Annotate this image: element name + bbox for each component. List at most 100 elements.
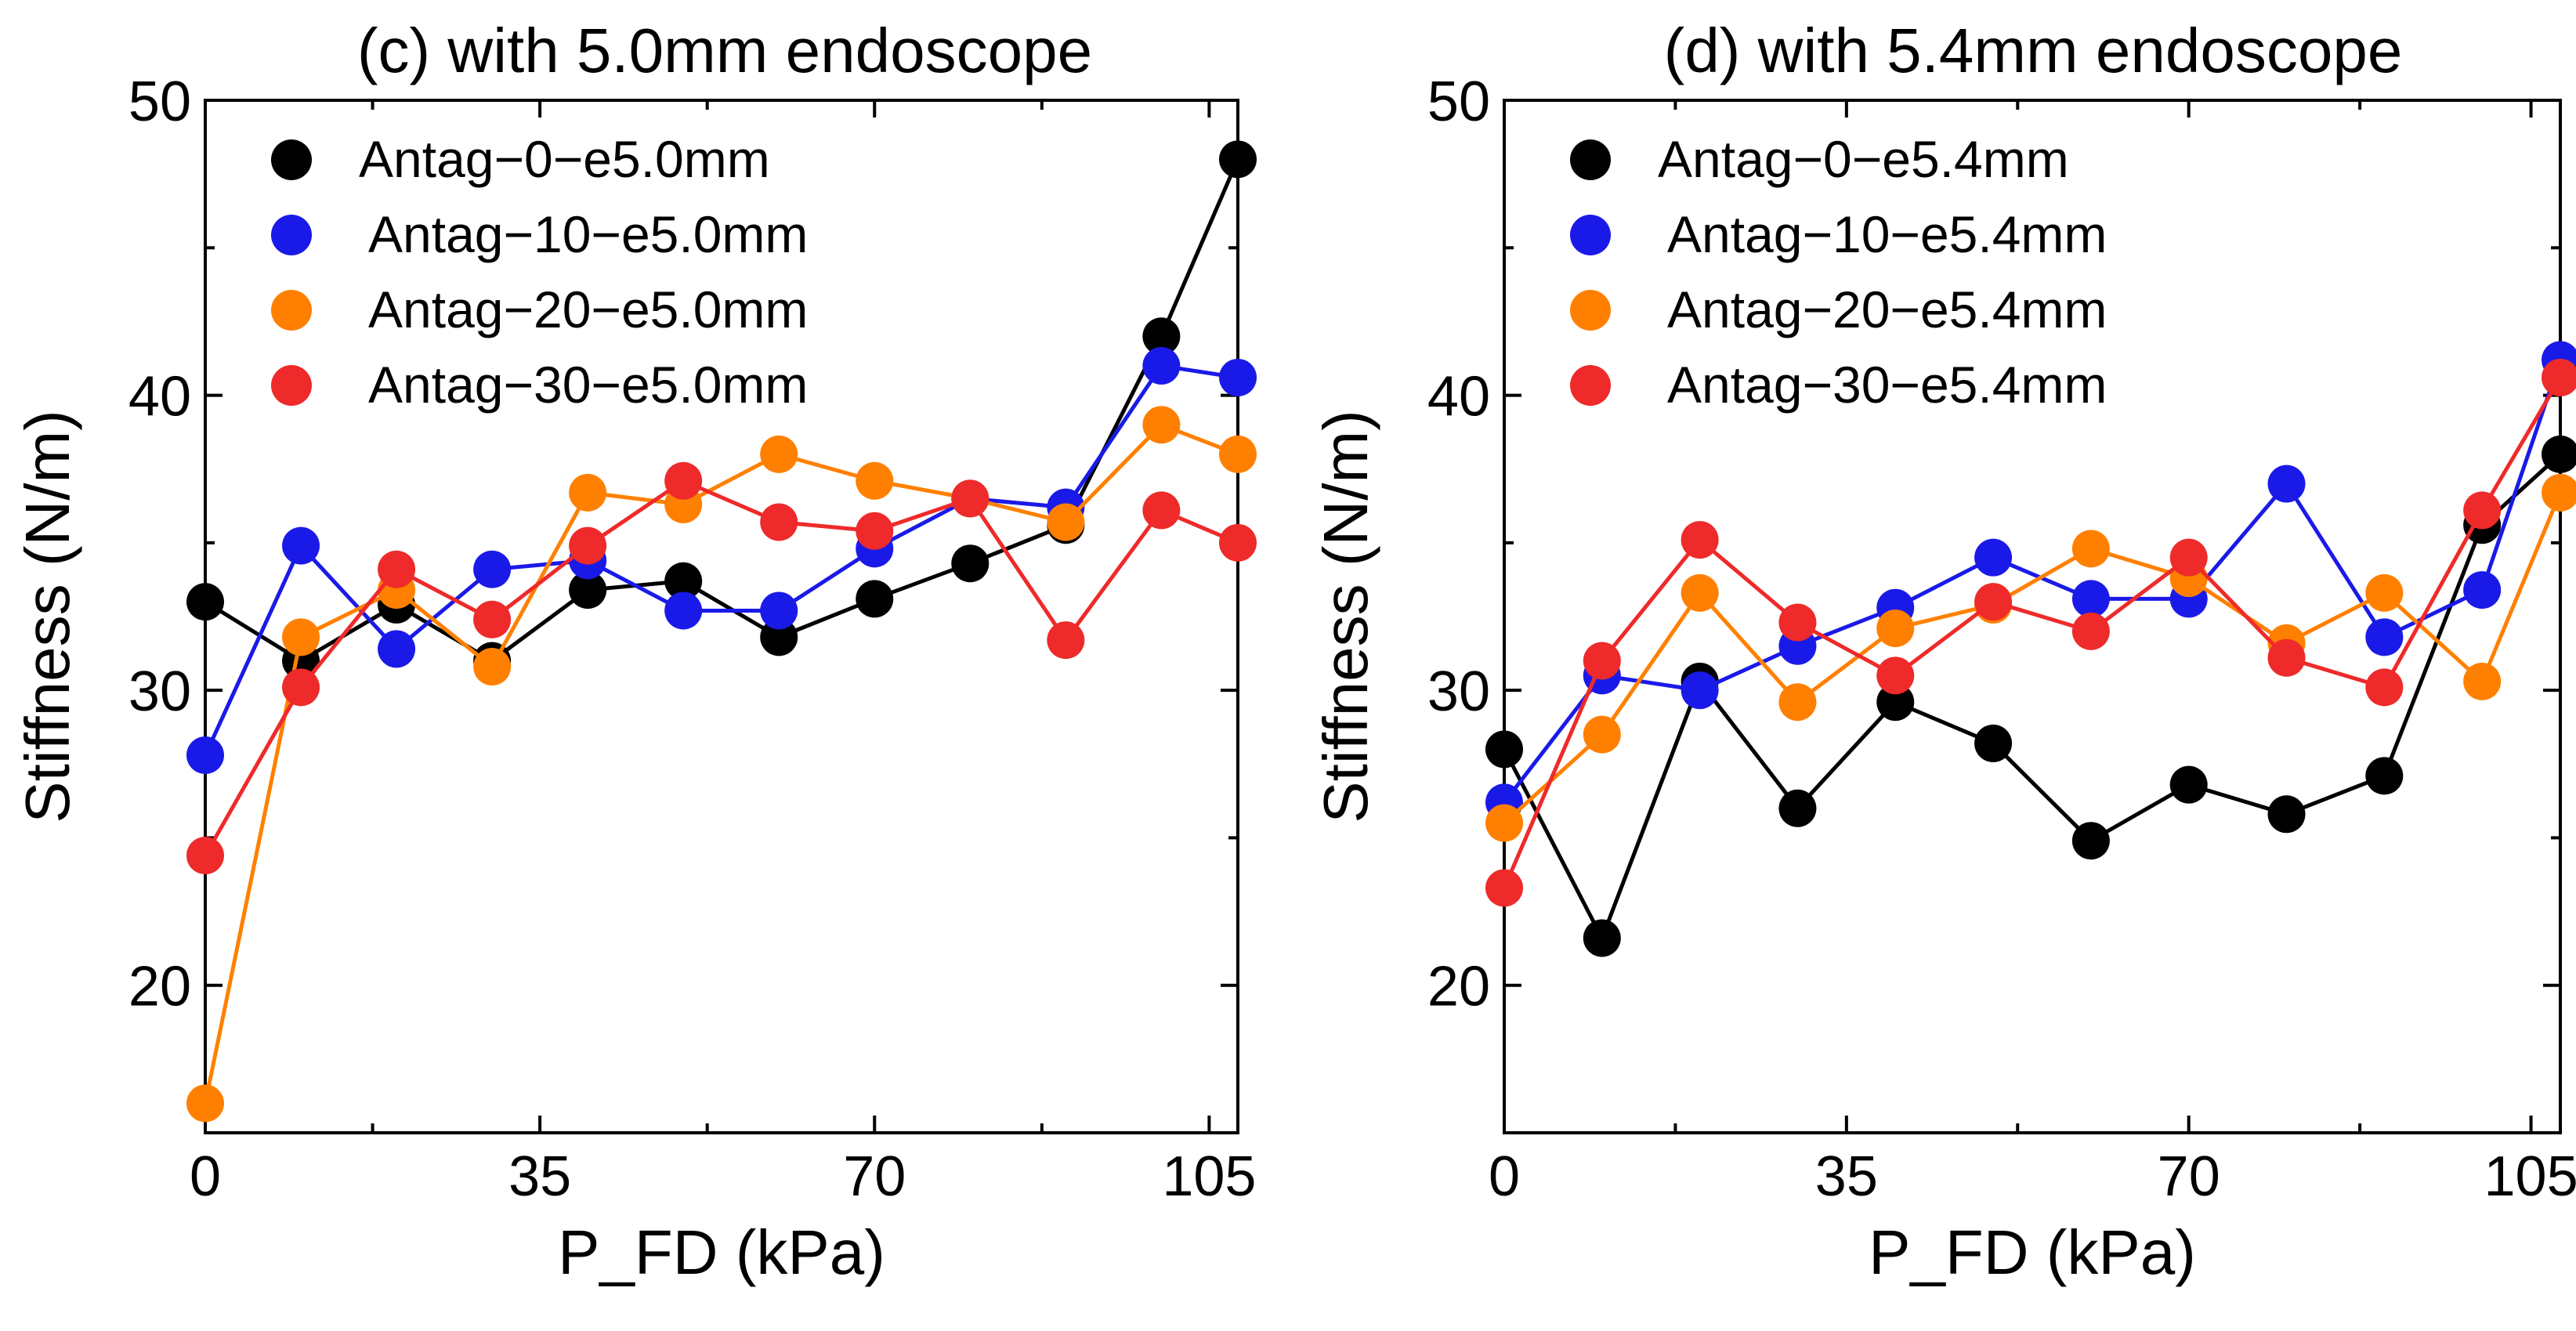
data-point bbox=[1047, 621, 1085, 660]
x-tick-label: 70 bbox=[2158, 1145, 2220, 1208]
series-line bbox=[1502, 376, 2563, 889]
y-tick-label: 30 bbox=[1427, 660, 1490, 723]
x-tick-label: 105 bbox=[1162, 1145, 1256, 1208]
data-point bbox=[1583, 715, 1621, 754]
data-point bbox=[760, 435, 798, 473]
y-tick-label: 20 bbox=[128, 956, 191, 1018]
data-point bbox=[1876, 609, 1915, 648]
data-point bbox=[378, 550, 416, 588]
data-point bbox=[186, 1084, 224, 1123]
data-point bbox=[1681, 573, 1719, 612]
data-point bbox=[1681, 671, 1719, 710]
y-tick-label: 20 bbox=[1427, 956, 1490, 1018]
series-line bbox=[1502, 453, 2562, 943]
chart-panel-d: (d) with 5.4mm endoscope 20 30 40 50 0 35 70 105… bbox=[1311, 16, 2576, 1287]
data-point bbox=[1485, 730, 1523, 769]
data-point bbox=[1974, 724, 2013, 762]
data-point bbox=[1219, 140, 1257, 179]
x-tick-label: 35 bbox=[508, 1145, 571, 1208]
y-tick-label: 50 bbox=[1427, 71, 1490, 133]
y-axis-title: Stiffness (N/m) bbox=[1311, 410, 1380, 823]
data-point bbox=[1681, 521, 1719, 559]
data-point bbox=[856, 512, 894, 550]
data-point bbox=[1583, 919, 1621, 957]
legend-label: Antag−0−e5.4mm bbox=[1658, 130, 2069, 188]
x-tick-label: 0 bbox=[190, 1145, 221, 1208]
x-tick-label: 105 bbox=[2484, 1145, 2576, 1208]
data-point bbox=[186, 837, 224, 875]
data-point bbox=[664, 562, 703, 600]
data-point bbox=[1219, 523, 1257, 562]
series-3 bbox=[1485, 358, 2576, 907]
y-tick-label: 40 bbox=[128, 366, 191, 429]
data-point bbox=[2365, 668, 2404, 707]
data-point bbox=[1142, 317, 1181, 356]
data-point bbox=[1142, 346, 1181, 385]
legend-marker bbox=[1570, 139, 1611, 180]
chart-title: (c) with 5.0mm endoscope bbox=[357, 16, 1092, 85]
data-point bbox=[760, 503, 798, 541]
data-point bbox=[1876, 683, 1915, 722]
y-tick-label: 50 bbox=[128, 71, 191, 133]
data-point bbox=[1876, 656, 1915, 695]
legend-marker bbox=[1570, 290, 1611, 331]
data-point bbox=[2542, 358, 2576, 396]
data-point bbox=[2365, 573, 2404, 612]
legend-marker bbox=[271, 139, 312, 180]
data-point bbox=[2169, 538, 2208, 577]
x-axis-title: P_FD (kPa) bbox=[558, 1217, 885, 1287]
data-point bbox=[1142, 491, 1181, 530]
data-point bbox=[2463, 491, 2502, 530]
data-point bbox=[1974, 538, 2013, 577]
data-point bbox=[1485, 804, 1523, 842]
legend-marker bbox=[271, 215, 312, 255]
y-axis-title: Stiffness (N/m) bbox=[13, 410, 82, 823]
data-point bbox=[473, 648, 512, 686]
legend-label: Antag−0−e5.0mm bbox=[359, 130, 770, 188]
data-point bbox=[473, 550, 512, 588]
data-point bbox=[1778, 789, 1817, 827]
data-point bbox=[1219, 435, 1257, 473]
data-point bbox=[2071, 612, 2110, 650]
plot-frame bbox=[1503, 99, 2562, 1134]
data-point bbox=[1778, 683, 1817, 722]
series-0 bbox=[1485, 435, 2576, 957]
data-point bbox=[186, 736, 224, 774]
chart-title: (d) with 5.4mm endoscope bbox=[1664, 16, 2403, 85]
x-axis-title: P_FD (kPa) bbox=[1869, 1217, 2196, 1287]
data-point bbox=[2365, 618, 2404, 656]
data-point bbox=[2463, 662, 2502, 700]
data-point bbox=[569, 571, 607, 609]
data-point bbox=[951, 544, 990, 583]
legend: Antag−0−e5.4mm Antag−10−e5.4mm Antag−20−e5… bbox=[1570, 130, 2107, 414]
chart-panel-c: (c) with 5.0mm endoscope 20 30 40 50 0 35 70 105… bbox=[13, 16, 1257, 1287]
data-point bbox=[473, 600, 512, 638]
data-point bbox=[2463, 571, 2502, 609]
data-point bbox=[1583, 642, 1621, 680]
legend-label: Antag−20−e5.4mm bbox=[1667, 280, 2107, 338]
data-point bbox=[282, 668, 320, 707]
series-line bbox=[203, 478, 1239, 857]
series-line bbox=[203, 363, 1239, 757]
data-point bbox=[951, 479, 990, 518]
data-point bbox=[2071, 580, 2110, 618]
legend: Antag−0−e5.0mm Antag−10−e5.0mm Antag−20−e5… bbox=[271, 130, 808, 414]
data-point bbox=[186, 583, 224, 621]
legend-label: Antag−20−e5.0mm bbox=[368, 280, 808, 338]
data-point bbox=[760, 618, 798, 656]
series-2 bbox=[1485, 473, 2576, 842]
data-point bbox=[282, 526, 320, 565]
data-point bbox=[664, 461, 703, 500]
legend-marker bbox=[1570, 215, 1611, 255]
legend-marker bbox=[271, 365, 312, 406]
series-2 bbox=[186, 406, 1257, 1123]
data-point bbox=[569, 473, 607, 512]
legend-label: Antag−30−e5.4mm bbox=[1667, 356, 2107, 414]
x-tick-label: 70 bbox=[843, 1145, 906, 1208]
data-point bbox=[2267, 795, 2306, 834]
data-point bbox=[2542, 435, 2576, 473]
x-tick-label: 35 bbox=[1815, 1145, 1878, 1208]
data-point bbox=[2267, 638, 2306, 677]
